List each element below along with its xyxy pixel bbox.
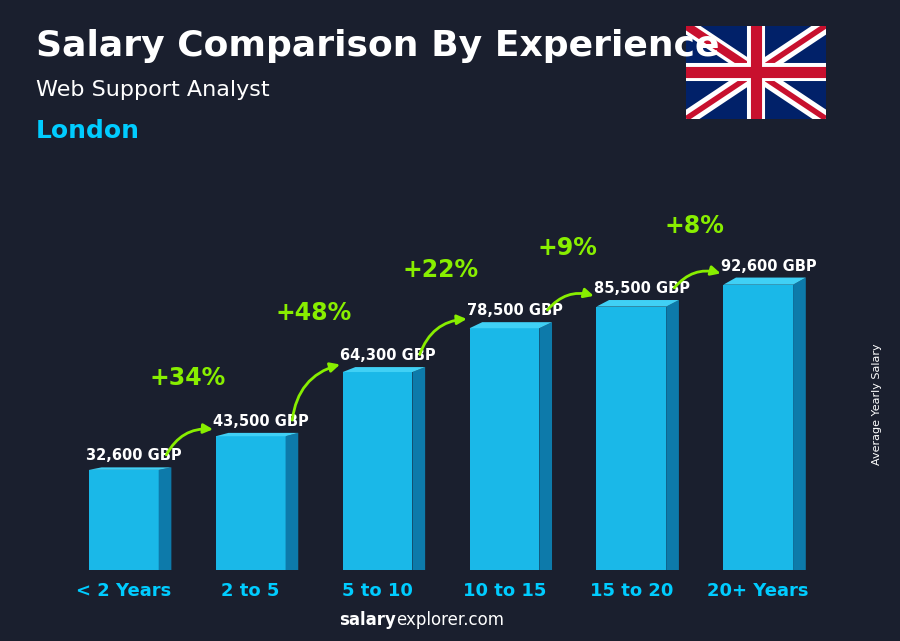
Bar [343, 372, 412, 570]
Bar [216, 437, 285, 570]
Polygon shape [158, 467, 171, 570]
Polygon shape [470, 322, 552, 328]
Polygon shape [216, 433, 298, 437]
Text: London: London [36, 119, 140, 142]
Text: Salary Comparison By Experience: Salary Comparison By Experience [36, 29, 719, 63]
Text: 85,500 GBP: 85,500 GBP [594, 281, 690, 296]
Polygon shape [597, 300, 679, 306]
Polygon shape [412, 367, 425, 570]
Polygon shape [666, 300, 679, 570]
Text: +34%: +34% [149, 365, 225, 390]
Text: 64,300 GBP: 64,300 GBP [340, 348, 436, 363]
Polygon shape [285, 433, 298, 570]
Text: 78,500 GBP: 78,500 GBP [467, 303, 562, 318]
Polygon shape [89, 467, 171, 470]
Text: 43,500 GBP: 43,500 GBP [213, 414, 309, 429]
Polygon shape [724, 278, 806, 285]
Bar [597, 306, 666, 570]
Text: +9%: +9% [538, 236, 598, 260]
Text: +8%: +8% [665, 214, 725, 238]
Text: 32,600 GBP: 32,600 GBP [86, 448, 182, 463]
Polygon shape [793, 278, 806, 570]
Bar [470, 328, 539, 570]
Polygon shape [539, 322, 552, 570]
Text: salary: salary [339, 612, 396, 629]
Text: Web Support Analyst: Web Support Analyst [36, 80, 270, 100]
Text: explorer.com: explorer.com [396, 612, 504, 629]
Text: Average Yearly Salary: Average Yearly Salary [872, 343, 883, 465]
Text: +22%: +22% [403, 258, 479, 281]
Text: +48%: +48% [276, 301, 352, 326]
Text: 92,600 GBP: 92,600 GBP [721, 258, 816, 274]
Bar [89, 470, 158, 570]
Bar [724, 285, 793, 570]
Polygon shape [343, 367, 425, 372]
